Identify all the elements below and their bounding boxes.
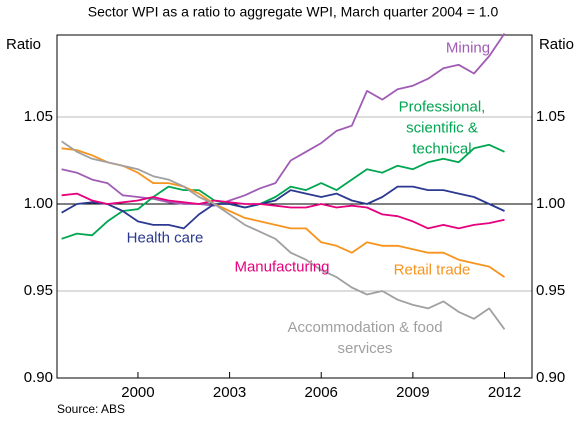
source: Source: ABS bbox=[57, 402, 125, 416]
series-label: Professional, scientific & technical bbox=[398, 98, 486, 158]
y2-tick-label: 1.00 bbox=[536, 195, 565, 212]
series-line bbox=[61, 192, 505, 230]
x-tick-label: 2009 bbox=[396, 384, 429, 401]
chart-subtitle: Sector WPI as a ratio to aggregate WPI, … bbox=[88, 4, 499, 20]
x-tick-label: 2006 bbox=[305, 384, 338, 401]
series-line bbox=[61, 140, 506, 330]
y2-tick-label: 0.95 bbox=[536, 282, 565, 299]
y2-axis-label: Ratio bbox=[539, 36, 574, 53]
y-axis-label: Ratio bbox=[6, 36, 41, 53]
series-label: Retail trade bbox=[393, 261, 471, 279]
x-tick-label: 2003 bbox=[213, 384, 246, 401]
series-line bbox=[61, 185, 505, 230]
x-tick-label: 2000 bbox=[121, 384, 154, 401]
series-line bbox=[61, 143, 505, 240]
y-tick-label: 1.00 bbox=[24, 195, 53, 212]
x-tick-label: 2012 bbox=[488, 384, 521, 401]
plot-frame bbox=[56, 34, 533, 379]
series-line bbox=[61, 32, 506, 207]
series-label: Manufacturing bbox=[234, 258, 330, 276]
y2-tick-label: 0.90 bbox=[536, 369, 565, 386]
series-label: Mining bbox=[445, 39, 491, 57]
y2-tick-label: 1.05 bbox=[536, 108, 565, 125]
y-tick-label: 0.95 bbox=[24, 282, 53, 299]
series-label: Health care bbox=[126, 229, 204, 247]
y-tick-label: 0.90 bbox=[24, 369, 53, 386]
series-line bbox=[61, 147, 506, 278]
series-label: Accommodation & food services bbox=[287, 319, 443, 357]
y-tick-label: 1.05 bbox=[24, 108, 53, 125]
